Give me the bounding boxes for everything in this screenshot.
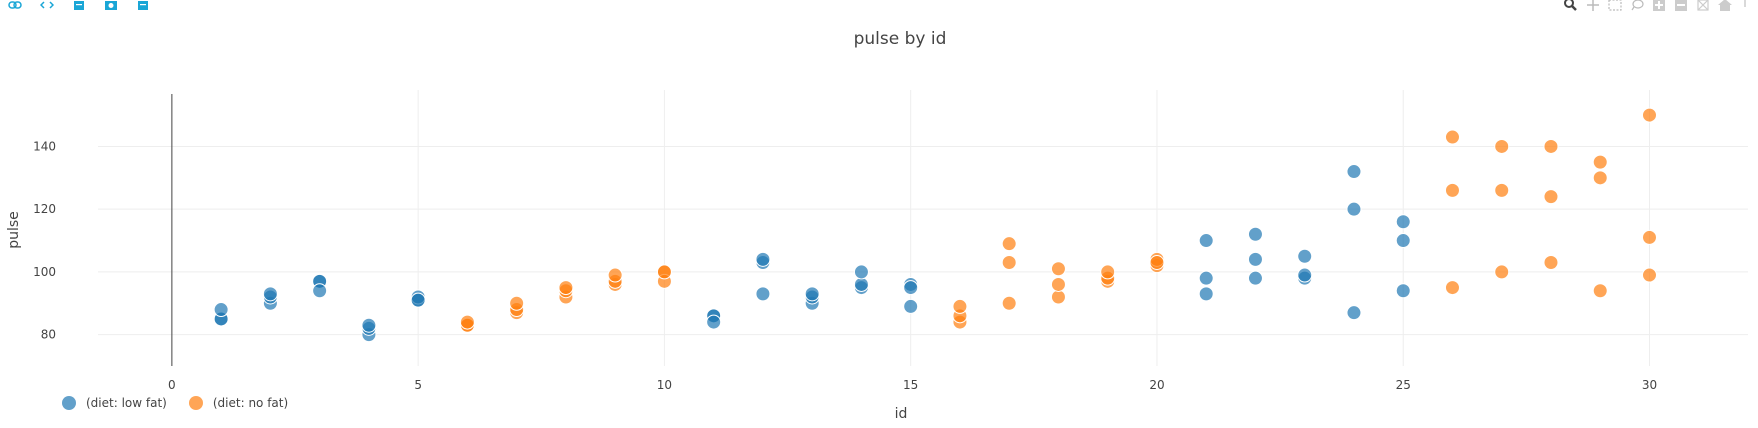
zoom-out-icon[interactable]: [1674, 0, 1688, 11]
zoom-in-icon[interactable]: [1652, 0, 1666, 11]
chart-title: pulse by id: [854, 29, 947, 49]
y-tick-label: 140: [33, 139, 56, 153]
grid-layer: [98, 90, 1748, 366]
x-tick-label: 5: [414, 378, 422, 392]
legend-item-low-fat[interactable]: (diet: low fat): [62, 396, 167, 410]
x-axis-label: id: [895, 406, 908, 422]
data-point-no-fat: [1149, 255, 1165, 270]
link-icon[interactable]: [8, 0, 22, 10]
data-point-no-fat: [1494, 138, 1510, 154]
data-point-no-fat: [1641, 267, 1657, 283]
data-point-low-fat: [1346, 305, 1362, 321]
x-tick-label: 25: [1396, 378, 1411, 392]
y-axis-label: pulse: [6, 211, 22, 249]
y-tick-label: 80: [41, 328, 56, 342]
y-tick-label: 100: [33, 265, 56, 279]
data-point-low-fat: [1395, 283, 1411, 299]
data-point-low-fat: [1297, 248, 1313, 264]
data-point-low-fat: [1198, 270, 1214, 286]
data-point-low-fat: [312, 283, 328, 299]
data-point-no-fat: [1444, 280, 1460, 296]
export-icon[interactable]: [136, 0, 150, 10]
data-point-low-fat: [755, 286, 771, 302]
pan-icon[interactable]: [1586, 0, 1600, 11]
data-point-no-fat: [1641, 107, 1657, 123]
data-point-no-fat: [1592, 283, 1608, 299]
data-point-no-fat: [1592, 170, 1608, 186]
points-layer: [213, 107, 1657, 343]
camera-icon[interactable]: [104, 0, 118, 10]
data-point-no-fat: [1543, 255, 1559, 270]
data-point-no-fat: [1001, 236, 1017, 252]
data-point-low-fat: [1346, 201, 1362, 217]
modebar: [1564, 0, 1754, 11]
data-point-no-fat: [1641, 229, 1657, 245]
data-point-low-fat: [262, 286, 278, 302]
axis-layer: 0 5 10 15 20 25 30 80 100 120 140: [33, 94, 1657, 392]
y-tick-label: 120: [33, 202, 56, 216]
data-point-low-fat: [903, 280, 919, 296]
x-tick-label: 15: [903, 378, 918, 392]
data-point-no-fat: [1050, 261, 1066, 277]
data-point-no-fat: [459, 314, 475, 330]
box-select-icon[interactable]: [1608, 0, 1622, 11]
data-point-no-fat: [1543, 189, 1559, 205]
more-icon[interactable]: [1740, 0, 1754, 10]
data-point-no-fat: [1444, 182, 1460, 198]
share-toolbar: [8, 0, 150, 10]
x-tick-label: 0: [168, 378, 176, 392]
data-point-no-fat: [1494, 182, 1510, 198]
legend-label-low-fat: (diet: low fat): [86, 396, 167, 410]
data-point-low-fat: [361, 317, 377, 333]
x-tick-label: 20: [1149, 378, 1164, 392]
home-icon[interactable]: [1718, 0, 1732, 11]
data-point-low-fat: [706, 314, 722, 330]
data-point-no-fat: [1494, 264, 1510, 280]
code-icon[interactable]: [40, 0, 54, 10]
data-point-no-fat: [1444, 129, 1460, 145]
data-point-low-fat: [1198, 286, 1214, 302]
data-point-no-fat: [607, 267, 623, 283]
x-tick-label: 30: [1642, 378, 1657, 392]
data-point-low-fat: [410, 292, 426, 308]
legend-label-no-fat: (diet: no fat): [212, 396, 289, 410]
data-point-low-fat: [1247, 251, 1263, 267]
legend: (diet: low fat) (diet: no fat): [62, 396, 288, 410]
data-point-low-fat: [804, 286, 820, 302]
legend-swatch-low-fat: [62, 396, 76, 410]
lasso-select-icon[interactable]: [1630, 0, 1644, 11]
data-point-low-fat: [213, 302, 229, 318]
data-point-low-fat: [853, 264, 869, 280]
legend-item-no-fat[interactable]: (diet: no fat): [188, 396, 289, 410]
data-point-no-fat: [1050, 289, 1066, 305]
data-point-no-fat: [1100, 264, 1116, 280]
data-point-no-fat: [1592, 154, 1608, 170]
data-point-low-fat: [755, 251, 771, 267]
data-point-no-fat: [1050, 276, 1066, 292]
data-point-low-fat: [1346, 164, 1362, 180]
data-point-low-fat: [903, 298, 919, 314]
data-point-low-fat: [1247, 270, 1263, 286]
legend-swatch-no-fat: [188, 396, 203, 410]
data-point-low-fat: [1247, 226, 1263, 242]
data-point-low-fat: [853, 276, 869, 292]
zoom-icon[interactable]: [1564, 0, 1578, 11]
x-tick-label: 10: [657, 378, 672, 392]
data-point-no-fat: [1001, 255, 1017, 270]
data-point-low-fat: [1395, 214, 1411, 230]
data-point-no-fat: [558, 280, 574, 296]
data-point-no-fat: [952, 298, 968, 314]
embed-icon[interactable]: [72, 0, 86, 10]
data-point-no-fat: [1543, 138, 1559, 154]
data-point-no-fat: [509, 295, 525, 311]
data-point-low-fat: [1198, 233, 1214, 249]
data-point-low-fat: [1395, 233, 1411, 249]
data-point-low-fat: [1297, 267, 1313, 283]
data-point-no-fat: [1001, 295, 1017, 311]
data-point-no-fat: [656, 264, 672, 280]
autoscale-icon[interactable]: [1696, 0, 1710, 11]
